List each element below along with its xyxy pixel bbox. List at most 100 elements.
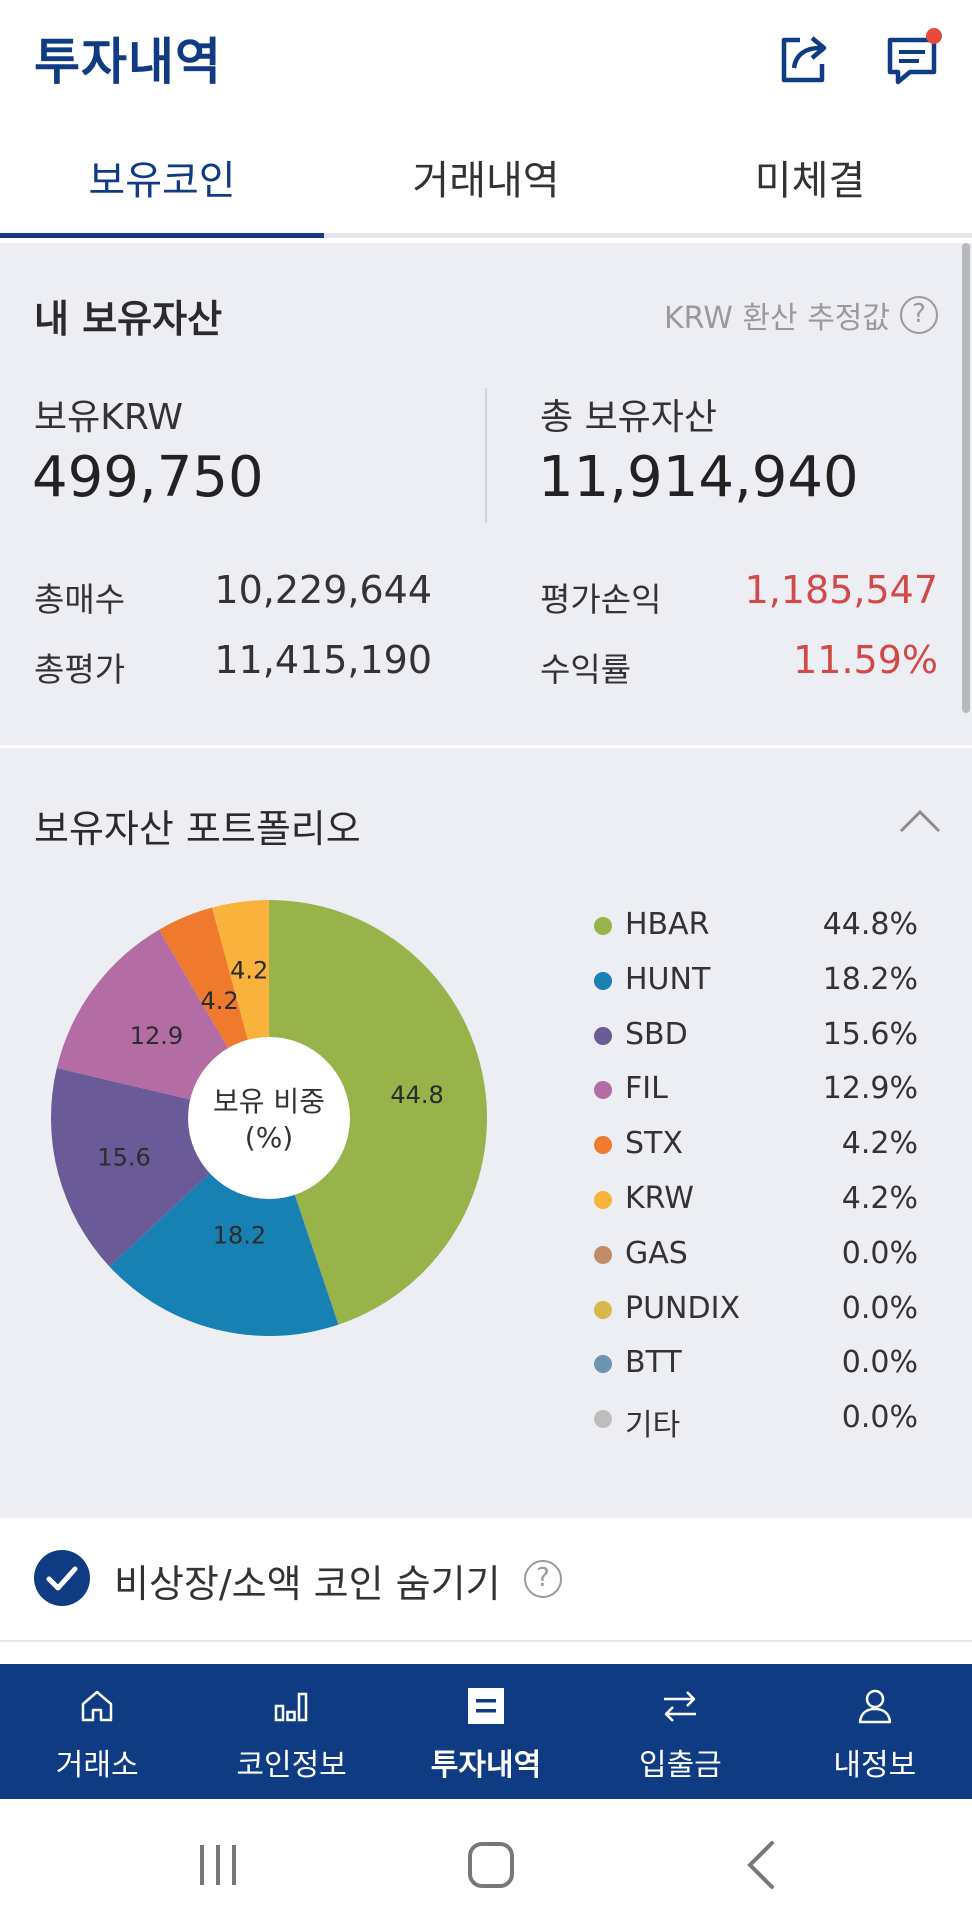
legend-name: GAS (625, 1235, 688, 1271)
back-icon[interactable] (736, 1837, 792, 1893)
legend-value: 0.0% (841, 1235, 918, 1271)
recent-apps-icon[interactable] (190, 1837, 246, 1893)
scrollbar[interactable] (962, 243, 970, 713)
legend-name: KRW (625, 1180, 694, 1216)
tab-bar: 보유코인 거래내역 미체결 (0, 118, 972, 238)
active-tab-indicator (0, 233, 324, 238)
share-button[interactable] (774, 28, 834, 88)
home-button-icon[interactable] (463, 1837, 519, 1893)
total-assets-label: 총 보유자산 (540, 397, 718, 438)
asset-summary-title: 내 보유자산 (34, 297, 223, 341)
tab-pending[interactable]: 미체결 (754, 158, 866, 204)
legend-dot-icon (594, 1300, 612, 1319)
checkmark-icon (46, 1566, 78, 1591)
page-title: 투자내역 (34, 33, 222, 91)
help-icon[interactable]: ? (900, 296, 938, 334)
total-eval-value: 11,415,190 (214, 638, 432, 682)
pie-data-label-stx: 4.2 (201, 987, 239, 1015)
nav-my-info-label: 내정보 (833, 1748, 917, 1783)
legend-item: 기타 0.0% (590, 1396, 930, 1451)
legend-value: 0.0% (841, 1290, 918, 1326)
help-icon: ? (524, 1560, 562, 1598)
collapse-button[interactable] (898, 806, 942, 836)
legend-name: HUNT (625, 961, 711, 997)
legend-name: HBAR (625, 907, 710, 942)
hide-help-button[interactable]: ? (524, 1560, 562, 1598)
nav-exchange[interactable]: 거래소 (0, 1664, 194, 1799)
legend-value: 0.0% (841, 1400, 918, 1436)
nav-coin-info-label: 코인정보 (236, 1748, 347, 1783)
notification-dot (926, 28, 942, 44)
legend-dot-icon (594, 1136, 612, 1155)
krw-holding-label: 보유KRW (34, 397, 183, 438)
legend-value: 18.2% (822, 961, 918, 997)
bottom-navigation: 거래소 코인정보 투자내역 입출금 (0, 1664, 972, 1799)
total-assets-value: 11,914,940 (538, 445, 859, 510)
legend-item: HBAR 44.8% (590, 903, 930, 958)
total-eval-label: 총평가 (34, 650, 126, 689)
legend-value: 0.0% (841, 1345, 918, 1381)
legend-dot-icon (594, 1026, 612, 1045)
legend-name: 기타 (625, 1408, 681, 1444)
hide-small-coins-row: 비상장/소액 코인 숨기기 ? (0, 1518, 972, 1642)
legend-value: 15.6% (822, 1016, 918, 1052)
tab-holdings[interactable]: 보유코인 (88, 158, 236, 204)
pie-data-label-krw: 4.2 (230, 956, 268, 984)
legend-name: BTT (625, 1345, 682, 1381)
legend-name: STX (625, 1126, 683, 1162)
app-header: 투자내역 (0, 0, 972, 118)
legend-item: HUNT 18.2% (590, 958, 930, 1013)
legend-dot-icon (594, 917, 612, 935)
nav-my-info[interactable]: 내정보 (778, 1664, 972, 1799)
nav-investment-history-label: 투자내역 (430, 1748, 542, 1783)
krw-estimate-note[interactable]: KRW 환산 추정값 ? (664, 293, 938, 337)
krw-estimate-label: KRW 환산 추정값 (663, 301, 890, 336)
home-icon (81, 1690, 113, 1722)
hide-small-coins-checkbox[interactable] (34, 1550, 90, 1606)
pie-slice-hbar (269, 900, 487, 1325)
pie-data-label-hunt: 18.2 (213, 1221, 266, 1249)
tab-history[interactable]: 거래내역 (412, 158, 560, 204)
system-navigation-bar (0, 1799, 972, 1929)
portfolio-panel: 보유자산 포트폴리오 보유 비중 (%) 44.8 18.2 15.6 12.9 4.2… (0, 748, 972, 1518)
return-rate-label: 수익률 (540, 650, 632, 689)
chart-legend: HBAR 44.8% HUNT 18.2% SBD 15.6% FIL 12.9% ST… (590, 903, 930, 1451)
legend-dot-icon (594, 971, 612, 990)
nav-coin-info[interactable]: 코인정보 (194, 1664, 388, 1799)
legend-dot-icon (594, 1245, 612, 1264)
legend-name: PUNDIX (625, 1290, 740, 1326)
legend-dot-icon (594, 1190, 612, 1209)
legend-value: 44.8% (822, 907, 918, 942)
donut-hole (188, 1037, 350, 1199)
legend-name: SBD (625, 1016, 688, 1052)
portfolio-donut-chart: 보유 비중 (%) 44.8 18.2 15.6 12.9 4.2 4.2 (50, 900, 487, 1336)
legend-dot-icon (594, 1081, 612, 1100)
transfer-icon (664, 1691, 697, 1722)
total-buy-value: 10,229,644 (214, 568, 432, 612)
bar-chart-icon (275, 1692, 308, 1722)
legend-item: FIL 12.9% (590, 1067, 930, 1122)
user-icon (858, 1689, 891, 1724)
chat-icon (887, 37, 937, 85)
hide-small-coins-label[interactable]: 비상장/소액 코인 숨기기 (114, 1562, 501, 1606)
pie-data-label-fil: 12.9 (130, 1022, 183, 1050)
legend-item: PUNDIX 0.0% (590, 1287, 930, 1342)
legend-name: FIL (625, 1071, 668, 1107)
share-icon (781, 36, 827, 83)
nav-investment-history[interactable]: 투자내역 (389, 1664, 583, 1799)
nav-deposit-withdraw[interactable]: 입출금 (583, 1664, 777, 1799)
legend-item: SBD 15.6% (590, 1013, 930, 1068)
pnl-label: 평가손익 (540, 580, 662, 619)
pie-data-label-hbar: 44.8 (390, 1081, 443, 1109)
legend-value: 12.9% (822, 1071, 918, 1107)
legend-value: 4.2% (841, 1180, 918, 1216)
nav-deposit-withdraw-label: 입출금 (638, 1748, 722, 1783)
message-button[interactable] (884, 28, 944, 88)
legend-dot-icon (594, 1355, 612, 1374)
legend-item: BTT 0.0% (590, 1341, 930, 1396)
legend-dot-icon (594, 1410, 612, 1429)
nav-exchange-label: 거래소 (55, 1748, 139, 1783)
krw-holding-value: 499,750 (32, 445, 264, 510)
legend-item: KRW 4.2% (590, 1177, 930, 1232)
list-doc-icon (467, 1688, 504, 1724)
